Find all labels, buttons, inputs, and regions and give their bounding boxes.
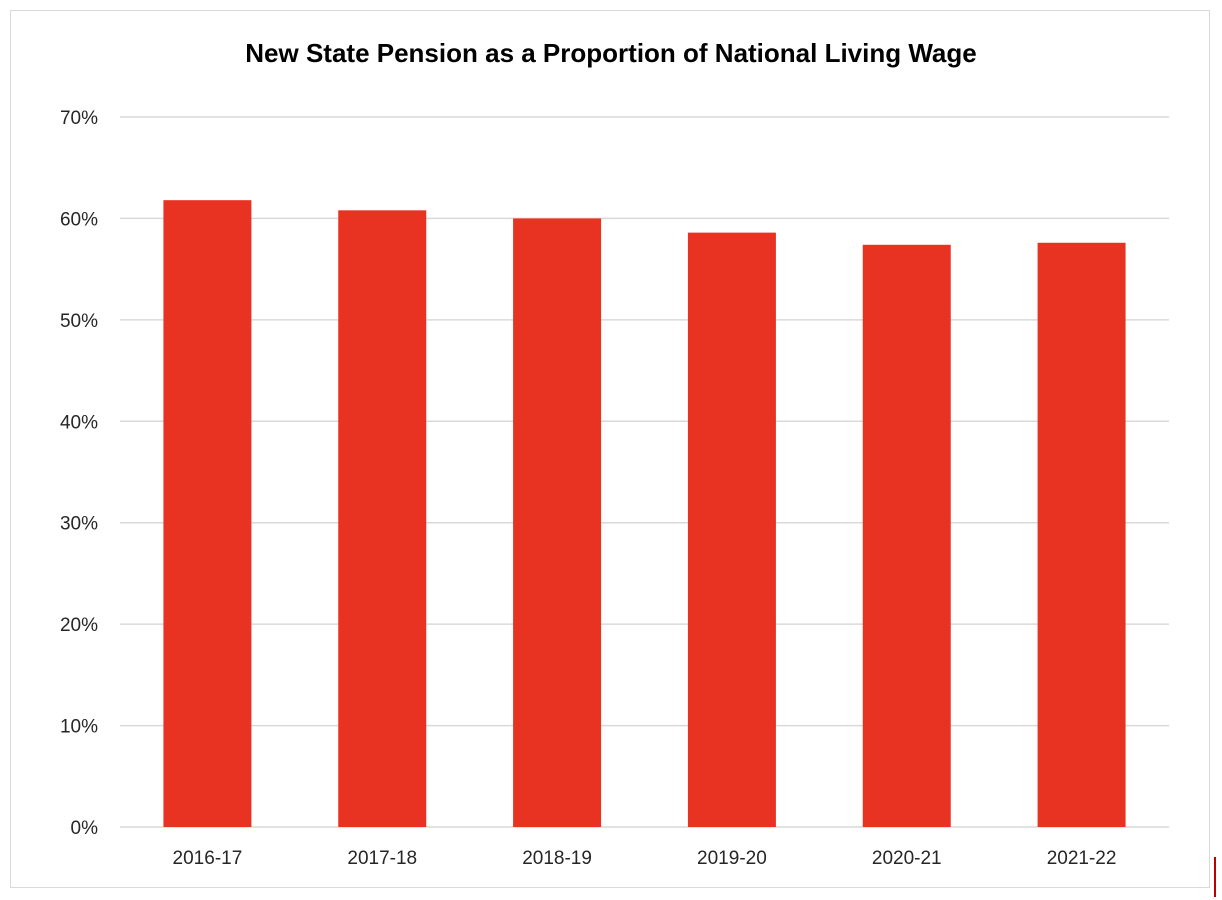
bar	[513, 218, 602, 827]
y-tick-label: 10%	[60, 717, 98, 738]
bar	[1037, 242, 1126, 827]
x-tick-label: 2020-21	[872, 848, 942, 869]
y-tick-label: 30%	[60, 514, 98, 535]
bar	[163, 200, 252, 827]
bar	[338, 210, 427, 828]
y-axis-ticks: 0% 10% 20% 30% 40% 50% 60% 70%	[60, 108, 98, 839]
x-tick-label: 2019-20	[697, 848, 767, 869]
bars	[163, 200, 1126, 828]
bar	[687, 232, 776, 828]
y-tick-label: 40%	[60, 412, 98, 433]
y-tick-label: 70%	[60, 108, 98, 129]
y-tick-label: 50%	[60, 311, 98, 332]
x-axis-ticks: 2016-17 2017-18 2018-19 2019-20 2020-21 2021-…	[173, 848, 1117, 869]
y-tick-label: 0%	[71, 818, 99, 839]
x-tick-label: 2021-22	[1047, 848, 1117, 869]
bar	[862, 244, 951, 828]
x-tick-label: 2017-18	[347, 848, 417, 869]
x-tick-label: 2018-19	[522, 848, 592, 869]
gridlines	[120, 116, 1169, 828]
x-tick-label: 2016-17	[173, 848, 243, 869]
y-tick-label: 60%	[60, 209, 98, 230]
y-tick-label: 20%	[60, 615, 98, 636]
text-cursor-icon	[1214, 857, 1216, 897]
chart-title: New State Pension as a Proportion of Nat…	[245, 38, 977, 68]
